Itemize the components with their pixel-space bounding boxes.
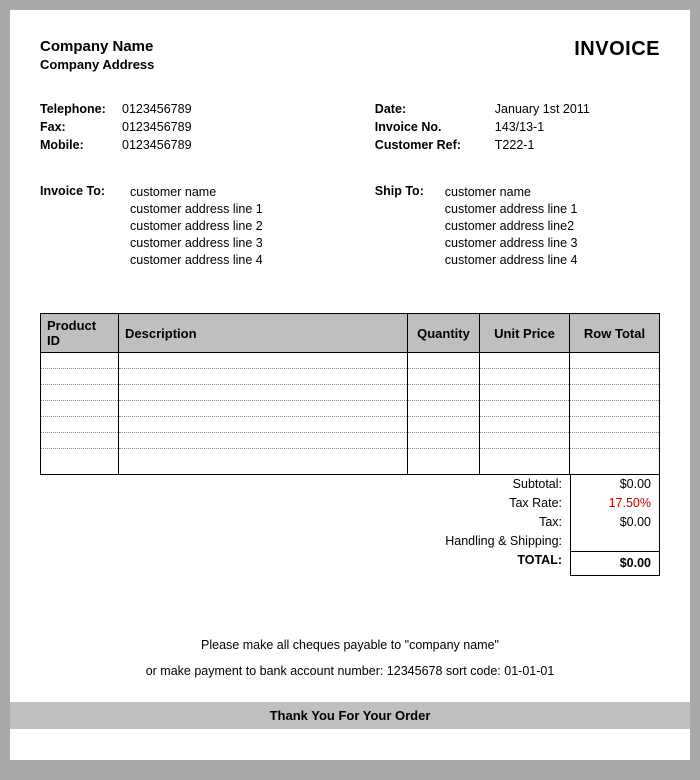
col-product-id: Product ID <box>41 314 119 353</box>
date-label: Date: <box>375 100 495 118</box>
contact-meta-row: Telephone: Fax: Mobile: 0123456789 01234… <box>40 100 660 154</box>
mobile-value: 0123456789 <box>122 136 192 154</box>
subtotal-label: Subtotal: <box>420 475 570 494</box>
ship-to-line: customer address line 1 <box>445 201 578 218</box>
payment-line2: or make payment to bank account number: … <box>40 658 660 684</box>
invoice-title: INVOICE <box>574 38 660 61</box>
handling-value <box>570 532 660 551</box>
grand-total-label: TOTAL: <box>420 551 570 576</box>
col-quantity: Quantity <box>408 314 480 353</box>
cust-ref-value: T222-1 <box>495 136 590 154</box>
contact-labels: Telephone: Fax: Mobile: <box>40 100 122 154</box>
table-row <box>41 449 660 475</box>
fax-label: Fax: <box>40 118 122 136</box>
invoice-to-label: Invoice To: <box>40 184 130 269</box>
fax-value: 0123456789 <box>122 118 192 136</box>
col-unit-price: Unit Price <box>480 314 570 353</box>
date-value: January 1st 2011 <box>495 100 590 118</box>
subtotal-row: Subtotal: $0.00 <box>40 475 660 494</box>
telephone-value: 0123456789 <box>122 100 192 118</box>
table-row <box>41 385 660 401</box>
grand-total-value: $0.00 <box>570 551 660 576</box>
table-row <box>41 433 660 449</box>
items-table: Product ID Description Quantity Unit Pri… <box>40 313 660 475</box>
ship-to-block: Ship To: customer name customer address … <box>375 184 578 269</box>
ship-to-line: customer name <box>445 184 578 201</box>
table-row <box>41 369 660 385</box>
table-header-row: Product ID Description Quantity Unit Pri… <box>41 314 660 353</box>
tax-row: Tax: $0.00 <box>40 513 660 532</box>
tax-value: $0.00 <box>570 513 660 532</box>
ship-to-line: customer address line 3 <box>445 235 578 252</box>
contact-block: Telephone: Fax: Mobile: 0123456789 01234… <box>40 100 375 154</box>
taxrate-label: Tax Rate: <box>420 494 570 513</box>
invoice-to-line: customer address line 3 <box>130 235 263 252</box>
taxrate-row: Tax Rate: 17.50% <box>40 494 660 513</box>
invoice-page: Company Name Company Address INVOICE Tel… <box>10 10 690 760</box>
subtotal-value: $0.00 <box>570 475 660 494</box>
taxrate-value: 17.50% <box>570 494 660 513</box>
telephone-label: Telephone: <box>40 100 122 118</box>
ship-to-label: Ship To: <box>375 184 445 269</box>
invoice-to-line: customer address line 4 <box>130 252 263 269</box>
cust-ref-label: Customer Ref: <box>375 136 495 154</box>
col-row-total: Row Total <box>570 314 660 353</box>
ship-to-line: customer address line2 <box>445 218 578 235</box>
totals-block: Subtotal: $0.00 Tax Rate: 17.50% Tax: $0… <box>40 475 660 576</box>
meta-values: January 1st 2011 143/13-1 T222-1 <box>495 100 590 154</box>
header-row: Company Name Company Address INVOICE <box>40 38 660 72</box>
payment-line1: Please make all cheques payable to "comp… <box>40 632 660 658</box>
company-block: Company Name Company Address <box>40 38 154 72</box>
meta-labels: Date: Invoice No. Customer Ref: <box>375 100 495 154</box>
handling-label: Handling & Shipping: <box>420 532 570 551</box>
invoice-to-values: customer name customer address line 1 cu… <box>130 184 263 269</box>
invoice-to-block: Invoice To: customer name customer addre… <box>40 184 375 269</box>
company-address: Company Address <box>40 57 154 72</box>
address-row: Invoice To: customer name customer addre… <box>40 184 660 269</box>
table-row <box>41 353 660 369</box>
meta-block: Date: Invoice No. Customer Ref: January … <box>375 100 590 154</box>
table-body <box>41 353 660 475</box>
invoice-to-line: customer name <box>130 184 263 201</box>
thanks-bar: Thank You For Your Order <box>10 702 690 729</box>
grand-total-row: TOTAL: $0.00 <box>40 551 660 576</box>
payment-instructions: Please make all cheques payable to "comp… <box>40 632 660 684</box>
col-description: Description <box>119 314 408 353</box>
table-row <box>41 417 660 433</box>
contact-values: 0123456789 0123456789 0123456789 <box>122 100 192 154</box>
invoice-to-line: customer address line 1 <box>130 201 263 218</box>
tax-label: Tax: <box>420 513 570 532</box>
invoice-no-label: Invoice No. <box>375 118 495 136</box>
invoice-to-line: customer address line 2 <box>130 218 263 235</box>
ship-to-line: customer address line 4 <box>445 252 578 269</box>
company-name: Company Name <box>40 38 154 55</box>
ship-to-values: customer name customer address line 1 cu… <box>445 184 578 269</box>
invoice-no-value: 143/13-1 <box>495 118 590 136</box>
mobile-label: Mobile: <box>40 136 122 154</box>
handling-row: Handling & Shipping: <box>40 532 660 551</box>
table-row <box>41 401 660 417</box>
